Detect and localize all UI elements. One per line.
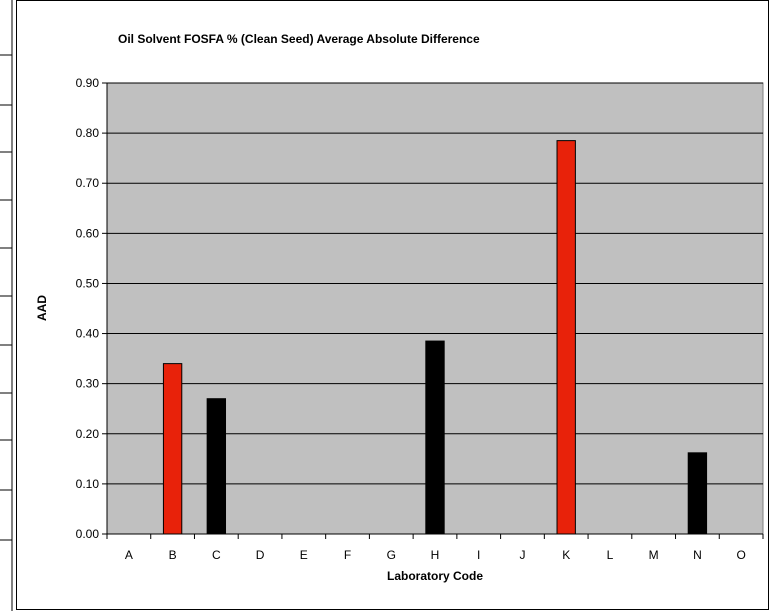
bar-B [162, 363, 183, 535]
x-tick-label: H [431, 548, 440, 562]
x-tick-label: E [300, 548, 308, 562]
x-tick-label: I [477, 548, 480, 562]
y-tick-label: 0.40 [76, 327, 100, 341]
bar-K [556, 140, 576, 535]
bar-H [425, 340, 445, 535]
y-tick-label: 0.00 [76, 527, 100, 541]
x-tick-label: L [607, 548, 614, 562]
y-tick-label: 0.50 [76, 276, 100, 290]
x-tick-label: N [693, 548, 702, 562]
x-axis-title: Laboratory Code [387, 569, 483, 583]
bar-N [687, 452, 708, 535]
x-tick-label: O [736, 548, 745, 562]
y-axis-title: AAD [35, 295, 49, 321]
x-tick-label: A [125, 548, 133, 562]
x-tick-label: J [519, 548, 525, 562]
bars [162, 140, 708, 535]
y-axis-ticks: 0.00 0.10 0.20 0.30 0.40 0.50 0.60 0.70 0.80 0.90 [76, 76, 107, 541]
chart-frame: Oil Solvent FOSFA % (Clean Seed) Average… [16, 0, 769, 610]
chart-svg: Oil Solvent FOSFA % (Clean Seed) Average… [35, 32, 764, 583]
y-tick-label: 0.90 [76, 76, 100, 90]
x-tick-label: K [562, 548, 570, 562]
chart-title: Oil Solvent FOSFA % (Clean Seed) Average… [118, 32, 480, 46]
y-tick-label: 0.20 [76, 427, 100, 441]
x-axis-ticks: A B C D E F G H I J K L M N O [106, 534, 764, 562]
x-tick-label: C [212, 548, 221, 562]
left-edge-rules [0, 0, 13, 611]
y-tick-label: 0.60 [76, 226, 100, 240]
y-tick-label: 0.10 [76, 477, 100, 491]
x-tick-label: B [169, 548, 177, 562]
y-tick-label: 0.30 [76, 377, 100, 391]
x-tick-label: D [256, 548, 265, 562]
y-tick-label: 0.70 [76, 176, 100, 190]
y-tick-label: 0.80 [76, 126, 100, 140]
x-tick-label: F [344, 548, 351, 562]
x-tick-label: M [649, 548, 659, 562]
bar-C [206, 398, 227, 535]
x-tick-label: G [387, 548, 396, 562]
